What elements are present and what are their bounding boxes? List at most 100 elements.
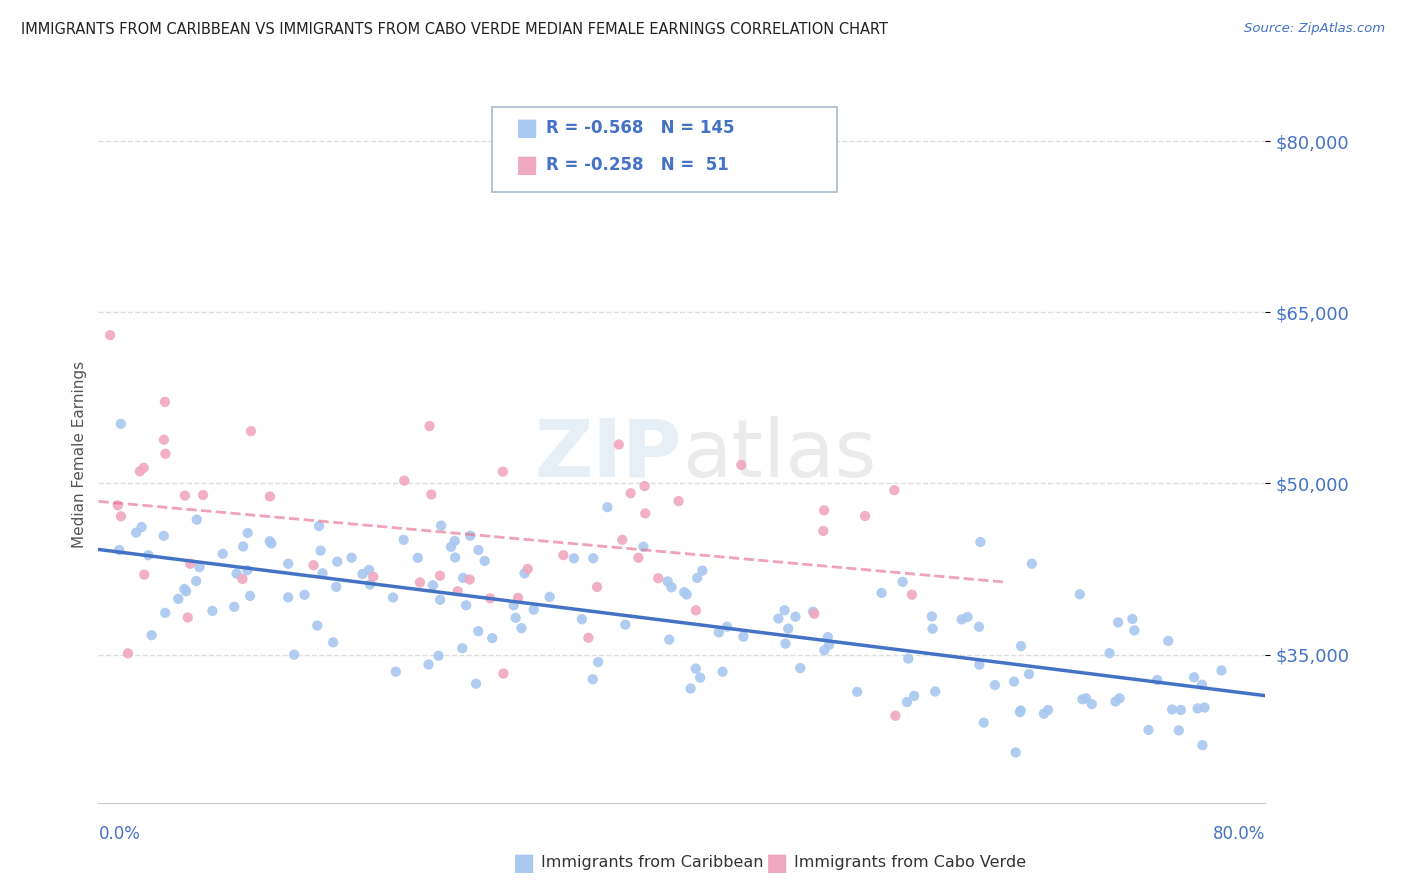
Point: [883, 483, 905, 498]
Point: [294, 588, 316, 602]
Point: [429, 592, 451, 607]
Text: Immigrants from Cabo Verde: Immigrants from Cabo Verde: [794, 855, 1026, 870]
Point: [516, 562, 538, 576]
Text: ■: ■: [766, 851, 789, 874]
Point: [773, 603, 796, 617]
Point: [1167, 723, 1189, 738]
Point: [1191, 738, 1213, 752]
Point: [153, 433, 176, 447]
Point: [1161, 702, 1184, 716]
Point: [789, 661, 811, 675]
Point: [685, 661, 707, 675]
Point: [813, 503, 835, 517]
Point: [131, 520, 153, 534]
Point: [969, 657, 991, 672]
Point: [685, 603, 707, 617]
Point: [117, 646, 139, 660]
Point: [340, 550, 363, 565]
Point: [325, 580, 347, 594]
Point: [614, 617, 637, 632]
Point: [538, 590, 561, 604]
Point: [1108, 691, 1130, 706]
Point: [456, 599, 478, 613]
Point: [179, 557, 201, 571]
Point: [359, 577, 381, 591]
Point: [467, 543, 489, 558]
Point: [429, 568, 451, 582]
Point: [1021, 557, 1043, 571]
Point: [901, 588, 924, 602]
Point: [277, 557, 299, 571]
Point: [361, 570, 384, 584]
Point: [730, 458, 752, 472]
Point: [775, 637, 797, 651]
Text: ■: ■: [516, 116, 538, 139]
Point: [785, 609, 807, 624]
Point: [576, 631, 599, 645]
Point: [302, 558, 325, 573]
Point: [225, 566, 247, 581]
Point: [232, 540, 254, 554]
Point: [186, 513, 208, 527]
Point: [153, 529, 176, 543]
Point: [167, 591, 190, 606]
Point: [357, 563, 380, 577]
Point: [634, 506, 657, 520]
Point: [984, 678, 1007, 692]
Point: [506, 591, 529, 605]
Point: [801, 605, 824, 619]
Point: [813, 643, 835, 657]
Point: [973, 715, 995, 730]
Point: [409, 575, 432, 590]
Point: [673, 585, 696, 599]
Point: [1123, 624, 1146, 638]
Point: [891, 574, 914, 589]
Point: [479, 591, 502, 606]
Point: [174, 489, 197, 503]
Point: [125, 525, 148, 540]
Point: [768, 611, 790, 625]
Point: [451, 641, 474, 656]
Point: [107, 499, 129, 513]
Point: [1137, 723, 1160, 737]
Point: [153, 606, 176, 620]
Point: [711, 665, 734, 679]
Point: [612, 533, 634, 547]
Point: [627, 550, 650, 565]
Point: [465, 676, 488, 690]
Point: [1191, 678, 1213, 692]
Point: [689, 671, 711, 685]
Point: [177, 610, 200, 624]
Point: [132, 460, 155, 475]
Point: [897, 651, 920, 665]
Point: [128, 464, 150, 478]
Text: ■: ■: [513, 851, 536, 874]
Point: [1182, 670, 1205, 684]
Point: [458, 529, 481, 543]
Point: [277, 591, 299, 605]
Point: [224, 599, 246, 614]
Y-axis label: Median Female Earnings: Median Female Earnings: [72, 361, 87, 549]
Point: [1157, 633, 1180, 648]
Point: [136, 548, 159, 562]
Point: [1002, 674, 1025, 689]
Point: [443, 533, 465, 548]
Point: [352, 567, 374, 582]
Point: [817, 630, 839, 644]
Text: Immigrants from Caribbean: Immigrants from Caribbean: [541, 855, 763, 870]
Point: [326, 555, 349, 569]
Point: [201, 604, 224, 618]
Point: [240, 424, 263, 438]
Point: [813, 524, 835, 538]
Point: [870, 586, 893, 600]
Point: [406, 550, 429, 565]
Point: [427, 648, 450, 663]
Text: R = -0.258   N =  51: R = -0.258 N = 51: [546, 156, 728, 174]
Point: [586, 655, 609, 669]
Point: [1194, 700, 1216, 714]
Point: [458, 573, 481, 587]
Point: [924, 684, 946, 698]
Point: [259, 534, 281, 549]
Point: [110, 509, 132, 524]
Point: [1211, 664, 1233, 678]
